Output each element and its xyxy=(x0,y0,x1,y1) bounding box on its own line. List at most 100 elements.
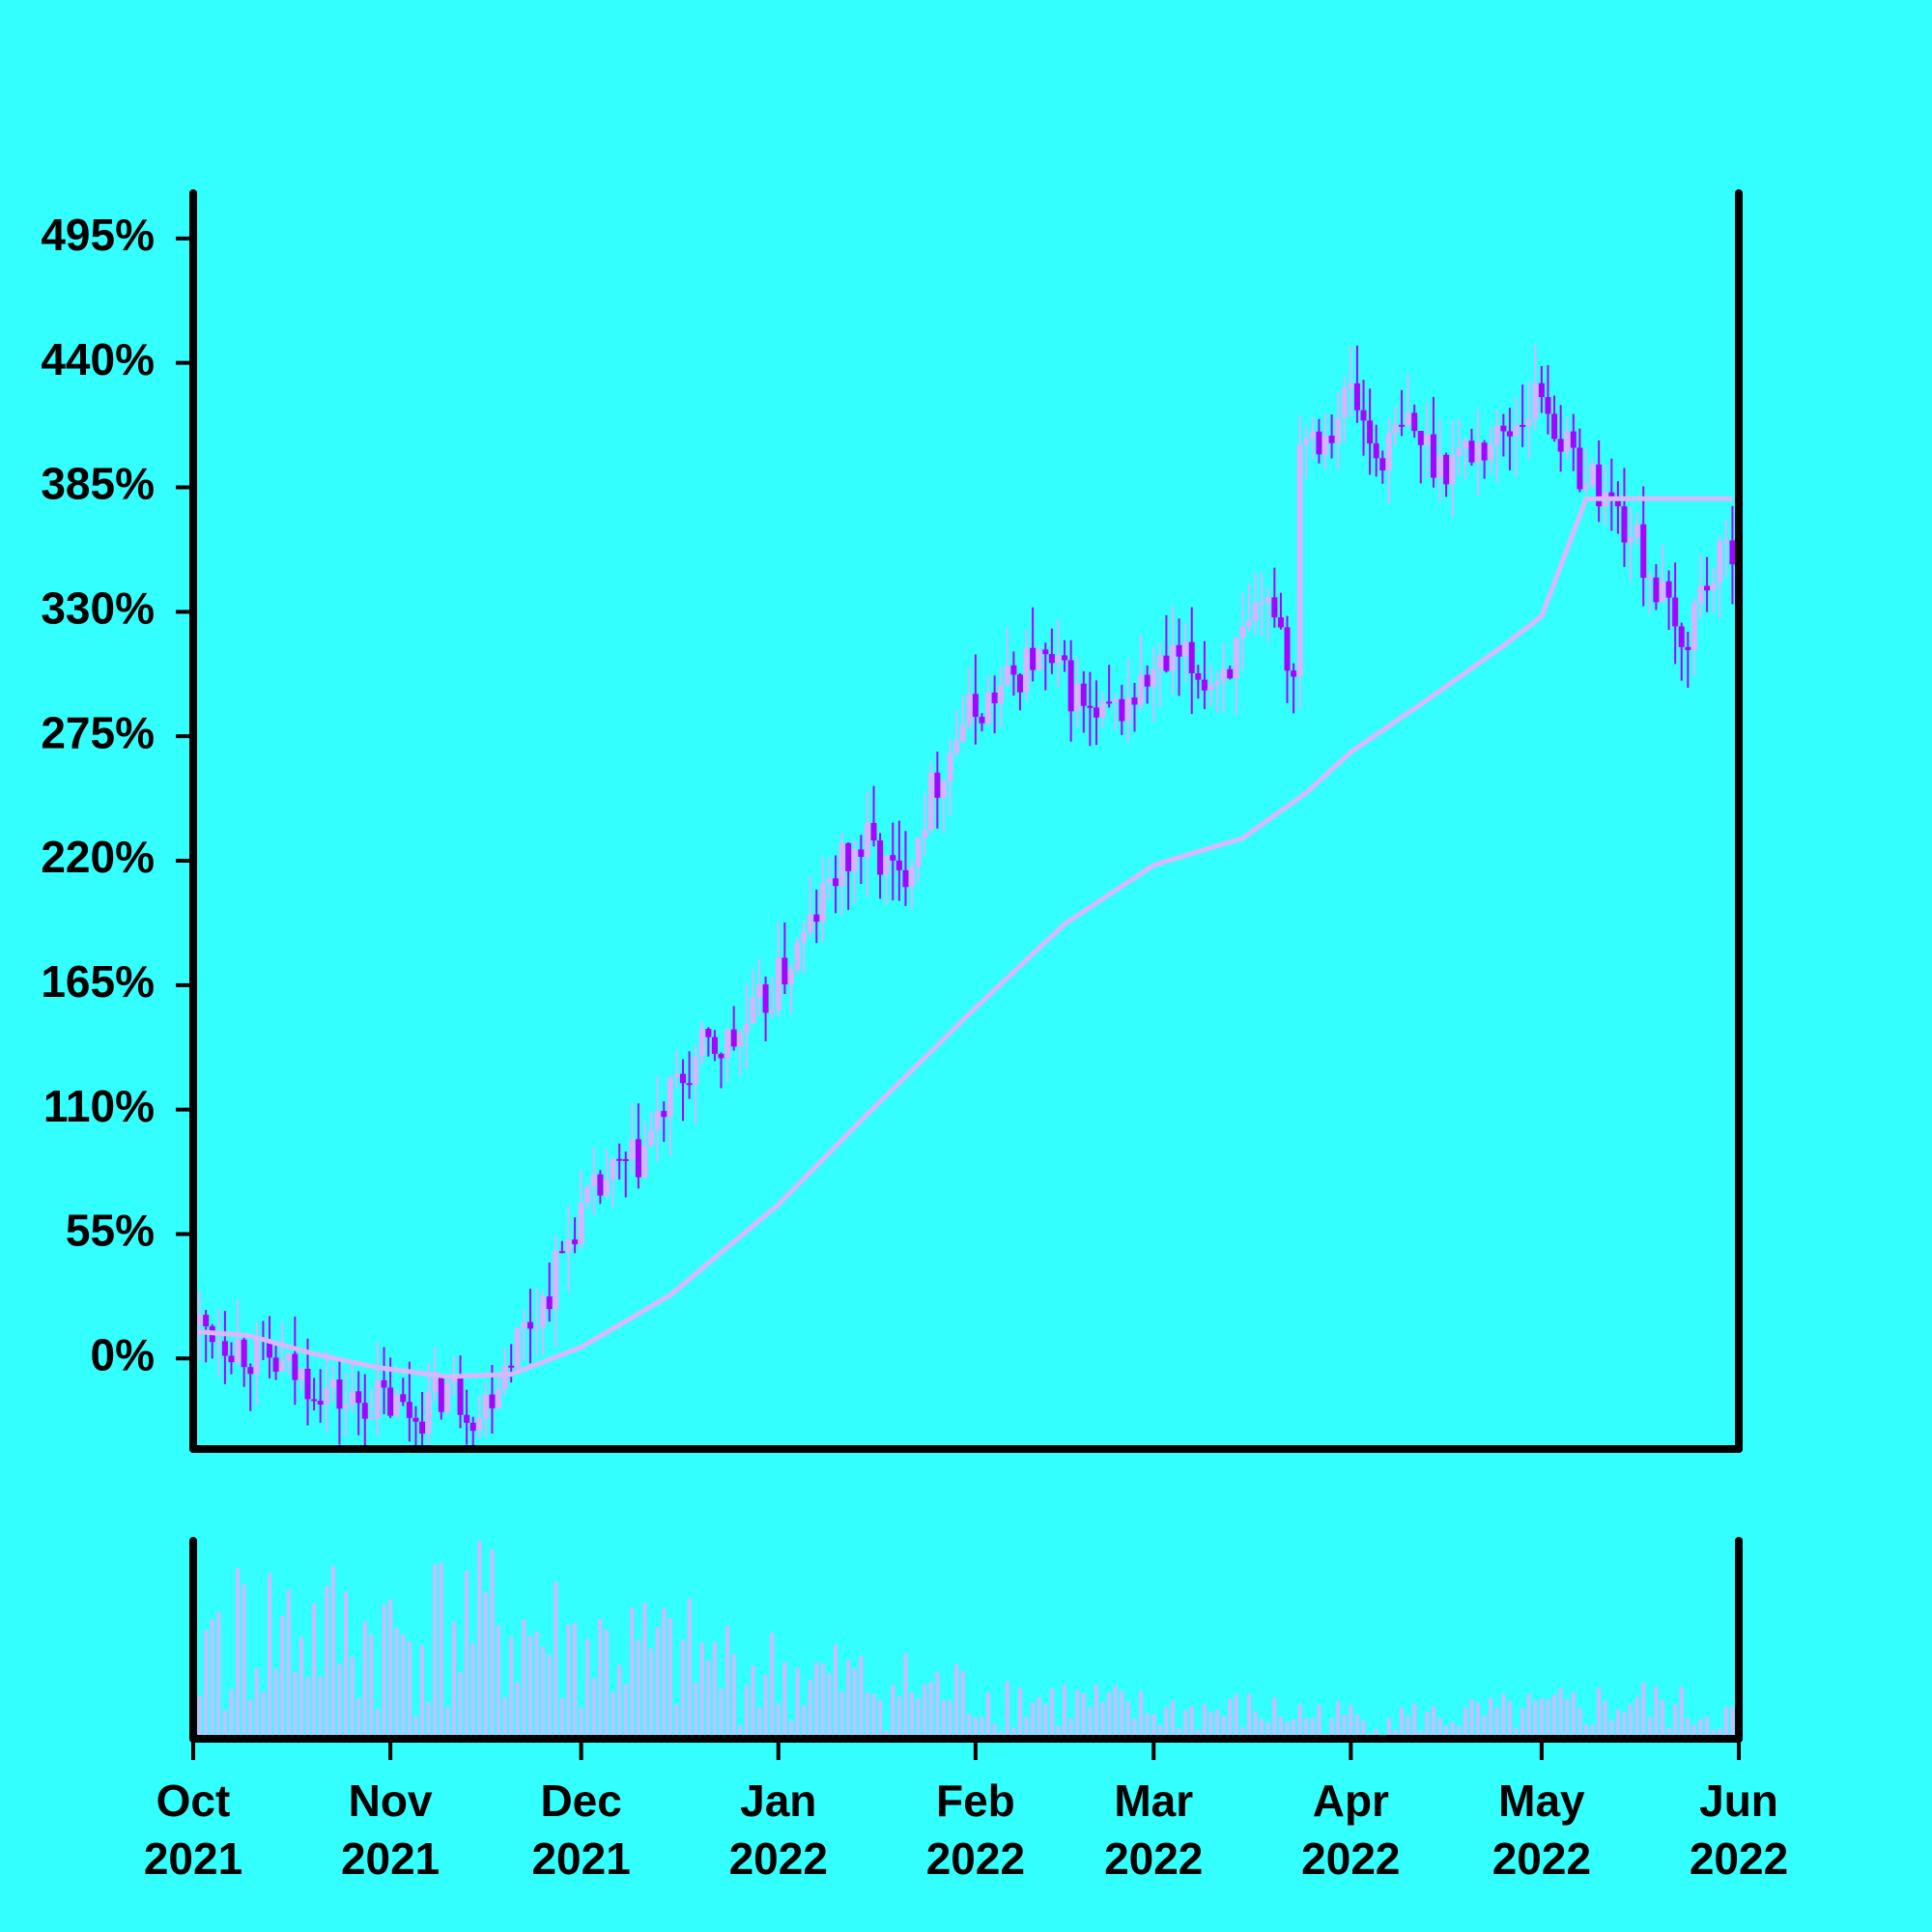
candle-body xyxy=(1156,655,1163,669)
volume-bar xyxy=(401,1634,406,1739)
price-panel xyxy=(193,344,1736,1449)
volume-bar xyxy=(630,1606,635,1739)
volume-bar xyxy=(1609,1719,1614,1739)
volume-bar xyxy=(687,1599,692,1739)
volume-bar xyxy=(1691,1724,1696,1739)
candle-body xyxy=(762,984,769,1013)
candle-body xyxy=(922,830,928,838)
volume-bar xyxy=(305,1677,310,1739)
x-tick-label-month: Jan xyxy=(740,1776,816,1826)
volume-bar xyxy=(1406,1716,1410,1739)
candle-body xyxy=(1138,674,1145,705)
volume-bar xyxy=(712,1641,717,1739)
candle-body xyxy=(603,1179,610,1196)
volume-bar xyxy=(1489,1697,1493,1739)
volume-bar xyxy=(725,1626,730,1739)
volume-bar xyxy=(1494,1707,1499,1739)
volume-bar xyxy=(731,1654,736,1739)
candle-body xyxy=(1030,647,1037,670)
candle-body xyxy=(1176,644,1182,657)
volume-bar xyxy=(1520,1707,1525,1739)
sma-line xyxy=(193,496,1733,1379)
candle-body xyxy=(1208,684,1214,691)
volume-bar xyxy=(420,1645,425,1739)
volume-bar xyxy=(738,1725,743,1739)
volume-bar xyxy=(1546,1698,1550,1739)
volume-bar xyxy=(820,1663,825,1739)
candle-body xyxy=(1405,412,1411,425)
volume-bar xyxy=(916,1698,921,1739)
candle-body xyxy=(1284,627,1291,671)
candle-body xyxy=(661,1111,668,1118)
candle-body xyxy=(1596,464,1603,507)
x-tick-label-year: 2022 xyxy=(1492,1833,1591,1884)
candle-body xyxy=(361,1403,368,1419)
volume-bar xyxy=(1068,1718,1073,1739)
candle-body xyxy=(241,1339,247,1368)
volume-bar xyxy=(1450,1721,1455,1739)
candle-body xyxy=(444,1382,451,1412)
y-tick-label: 385% xyxy=(41,459,155,509)
candle-body xyxy=(279,1361,286,1373)
volume-bar xyxy=(1024,1717,1029,1739)
candle-body xyxy=(801,932,808,943)
candle-body xyxy=(679,1073,686,1084)
volume-bar xyxy=(254,1667,259,1739)
volume-bar xyxy=(1400,1707,1405,1739)
candle-body xyxy=(883,855,890,875)
volume-bar xyxy=(1081,1692,1086,1739)
candle-body xyxy=(1525,418,1532,427)
candle-body xyxy=(215,1341,222,1344)
y-tick-label: 55% xyxy=(66,1206,155,1256)
x-tick-label-month: May xyxy=(1498,1776,1585,1826)
volume-bar xyxy=(325,1585,329,1739)
candle-body xyxy=(285,1353,292,1362)
volume-bar xyxy=(1196,1729,1201,1739)
x-tick-label-year: 2022 xyxy=(1690,1833,1788,1884)
volume-bar xyxy=(458,1671,463,1739)
volume-bar xyxy=(1170,1700,1175,1739)
candle-body xyxy=(1614,498,1621,507)
volume-bar xyxy=(1539,1698,1544,1739)
candle-body xyxy=(292,1353,298,1380)
candle-body xyxy=(927,772,934,831)
candle-body xyxy=(1080,683,1087,706)
x-tick-label-year: 2021 xyxy=(531,1833,630,1884)
volume-bar xyxy=(757,1707,762,1739)
candle-body xyxy=(1271,597,1278,618)
volume-bar xyxy=(751,1665,755,1739)
volume-bar xyxy=(1228,1698,1233,1739)
candle-body xyxy=(1264,597,1271,603)
volume-bar xyxy=(273,1668,278,1739)
volume-bar xyxy=(439,1562,443,1739)
volume-bar xyxy=(522,1619,526,1739)
volume-bar xyxy=(1260,1719,1264,1739)
candle-body xyxy=(1233,638,1239,679)
candle-body xyxy=(1538,383,1545,398)
volume-bar xyxy=(1265,1722,1270,1739)
volume-bar xyxy=(623,1684,628,1739)
candle-body xyxy=(1704,585,1711,591)
volume-bar xyxy=(559,1697,564,1739)
candle-body xyxy=(895,860,902,870)
candle-body xyxy=(387,1387,394,1416)
volume-bar xyxy=(362,1621,367,1739)
volume-bar xyxy=(497,1625,501,1739)
volume-bar xyxy=(248,1699,253,1739)
volume-bar xyxy=(591,1679,596,1739)
volume-bar xyxy=(928,1682,933,1739)
candle-body xyxy=(235,1339,242,1363)
x-tick-label-month: Jun xyxy=(1699,1776,1778,1826)
volume-bar xyxy=(541,1646,546,1739)
candle-body xyxy=(1589,464,1596,486)
volume-bar xyxy=(286,1589,291,1739)
volume-bar xyxy=(1183,1710,1188,1739)
candle-body xyxy=(705,1029,712,1037)
volume-bar xyxy=(1151,1714,1156,1739)
candle-body xyxy=(1182,641,1189,657)
candle-body xyxy=(610,1158,616,1180)
volume-bar xyxy=(547,1654,552,1739)
volume-bar xyxy=(236,1568,241,1739)
candle-body xyxy=(1367,420,1374,444)
candle-body xyxy=(1557,439,1564,452)
